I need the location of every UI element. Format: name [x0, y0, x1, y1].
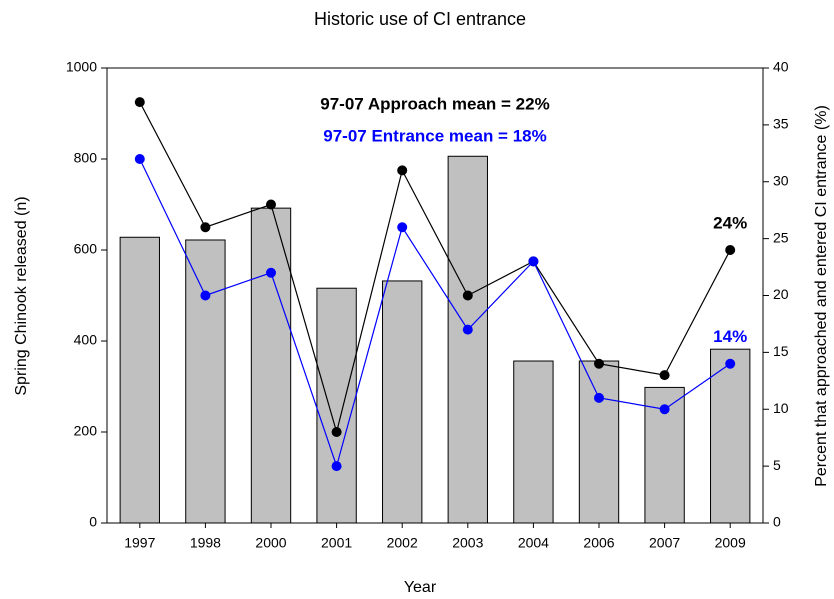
line: [139, 158, 731, 469]
point: [594, 392, 604, 403]
x-tick-label: 2007: [649, 535, 680, 551]
bar: [447, 155, 488, 524]
y2-tick-label: 25: [773, 229, 789, 245]
y2-tick-label: 40: [773, 59, 789, 75]
y-tick-label: 800: [74, 150, 98, 166]
x-tick-label: 2002: [387, 535, 418, 551]
x-tick-label: 2003: [452, 535, 483, 551]
point: [397, 222, 408, 233]
x-tick-label: 2000: [255, 535, 286, 551]
y-tick-label: 1000: [66, 59, 97, 75]
x-tick-label: 2001: [321, 535, 352, 551]
y2-tick-label: 5: [773, 457, 781, 473]
y-axis-label: Spring Chinook released (n): [13, 196, 30, 395]
point: [528, 256, 539, 267]
y2-tick-label: 35: [773, 116, 789, 132]
data-label: 24%: [713, 213, 747, 232]
bar: [578, 360, 620, 524]
point: [200, 290, 211, 301]
bar: [119, 236, 160, 524]
y2-tick-label: 20: [773, 286, 789, 302]
x-tick-label: 1998: [190, 535, 221, 551]
bar: [710, 348, 751, 524]
x-axis-label: Year: [404, 579, 437, 596]
annotation: 97-07 Approach mean = 22%: [320, 94, 549, 113]
point: [266, 199, 276, 210]
point: [659, 404, 670, 415]
bar: [185, 239, 226, 524]
x-tick-label: 1997: [124, 535, 155, 551]
point: [266, 267, 276, 278]
y-tick-label: 0: [89, 514, 97, 530]
point: [200, 222, 211, 233]
point: [331, 427, 342, 437]
bar: [513, 360, 554, 524]
point: [397, 165, 408, 176]
y2-tick-label: 0: [773, 514, 781, 530]
chart-title: Historic use of CI entrance: [314, 9, 526, 29]
y2-tick-label: 10: [773, 400, 789, 416]
point: [594, 358, 604, 369]
bar: [250, 207, 292, 524]
y2-tick-label: 30: [773, 172, 789, 188]
point: [134, 97, 145, 108]
point: [462, 290, 473, 301]
line: [139, 101, 731, 435]
point: [659, 370, 670, 381]
point: [331, 461, 342, 472]
x-tick-label: 2004: [518, 535, 549, 551]
bar: [316, 287, 357, 524]
y2-tick-label: 15: [773, 343, 789, 359]
annotation: 97-07 Entrance mean = 18%: [323, 126, 546, 145]
y-tick-label: 600: [74, 241, 98, 257]
x-tick-label: 2009: [715, 535, 746, 551]
bar: [382, 280, 423, 524]
y-tick-label: 200: [74, 423, 98, 439]
y2-axis-label: Percent that approached and entered CI e…: [813, 105, 830, 487]
point: [725, 245, 736, 255]
point: [462, 324, 473, 335]
point: [725, 358, 736, 369]
x-tick-label: 2006: [583, 535, 614, 551]
data-label: 14%: [713, 327, 747, 346]
y-tick-label: 400: [74, 332, 98, 348]
point: [134, 154, 145, 164]
